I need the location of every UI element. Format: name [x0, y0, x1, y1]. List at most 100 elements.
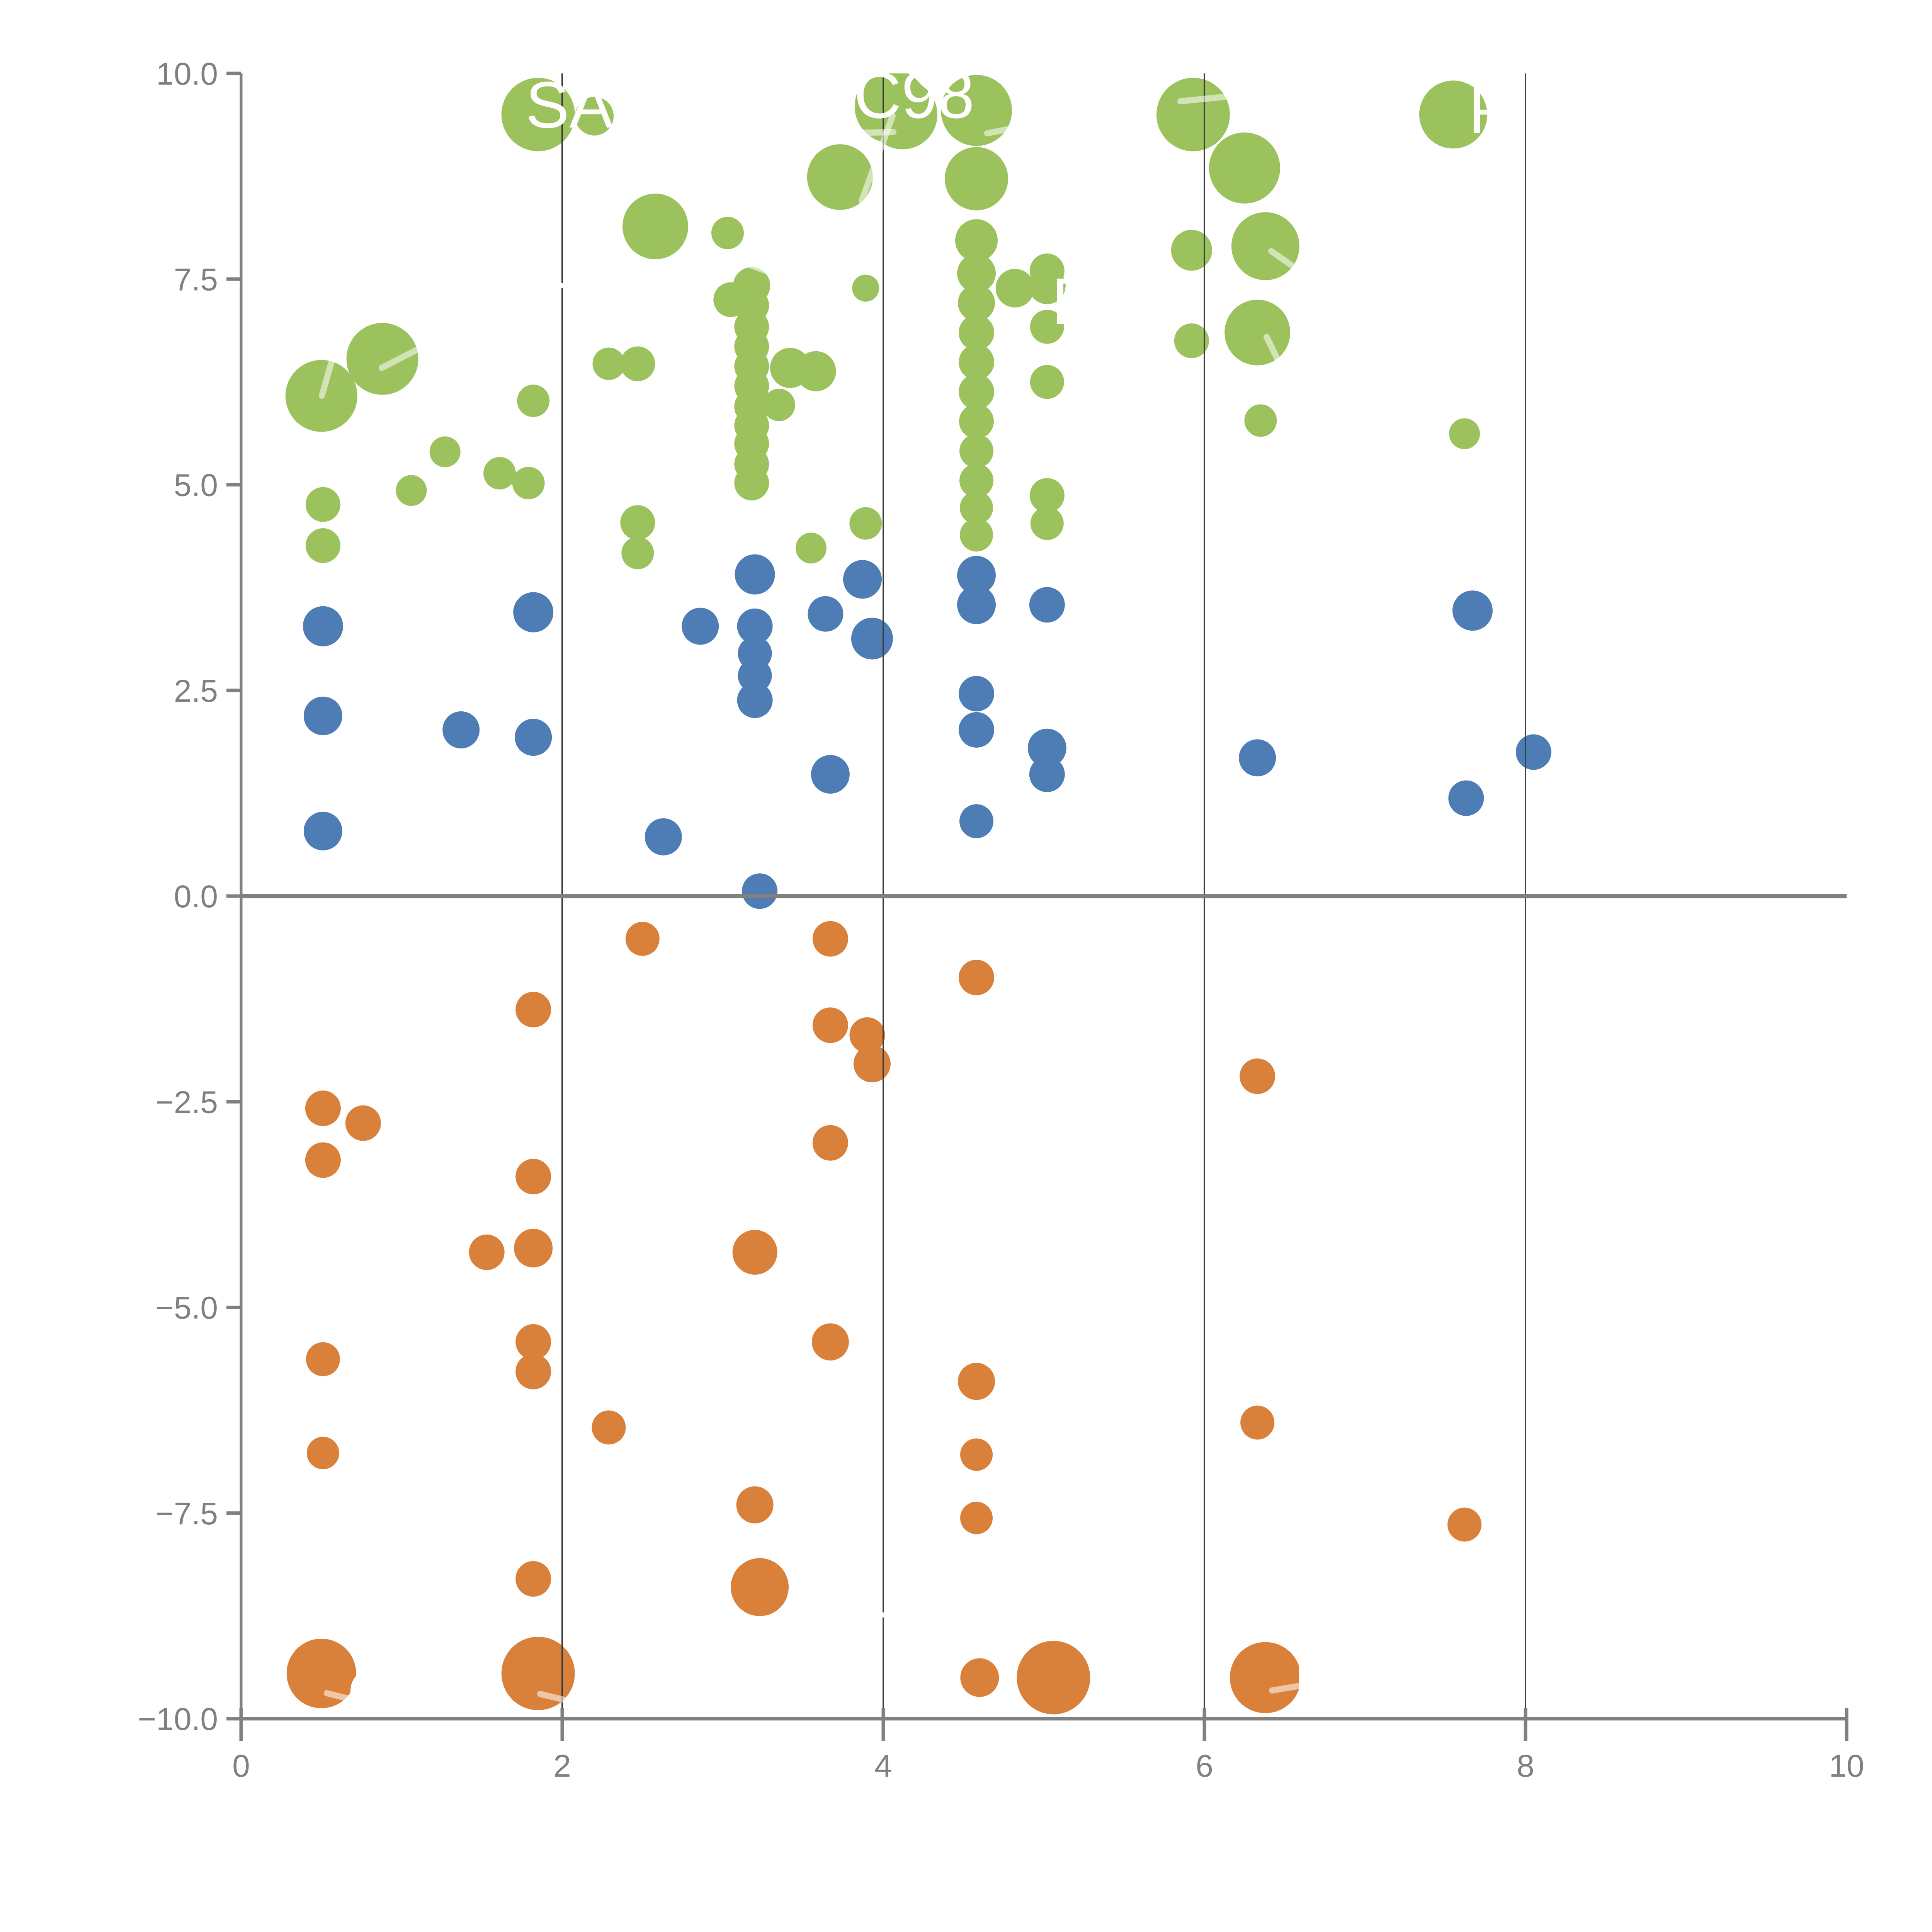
annotation-leader-line [379, 336, 440, 371]
bubble-orange [515, 992, 551, 1027]
tick-labels-layer: 0 2 4 6 8 10 10.0 7.5 5.0 2.5 0.0 −2.5 −5.0 −7.5 −10.0 [138, 56, 1864, 1784]
bubble-green [955, 219, 998, 262]
bubble-green [959, 404, 994, 439]
bubble-blue [303, 811, 342, 850]
bubble-green [592, 347, 625, 380]
bubble-green [621, 537, 654, 570]
annotation-leader-line [859, 113, 896, 204]
bubble-blue [645, 818, 682, 855]
bubble-green [849, 507, 882, 540]
bubble-green [305, 487, 340, 522]
bubble-orange [732, 1230, 777, 1275]
bubble-green [959, 315, 994, 350]
bubble-green [1028, 267, 1066, 304]
bubble-marks-layer [285, 73, 1551, 1714]
annotation-leader-line [1268, 248, 1302, 274]
annotation-label: R [1468, 74, 1516, 148]
bubble-green [959, 463, 993, 498]
bubble-green [346, 323, 418, 395]
x-tick-label: 4 [874, 1748, 892, 1784]
bubble-green [483, 457, 516, 490]
y-tick-label: −10.0 [138, 1702, 218, 1737]
bubble-green [575, 97, 614, 136]
bubble-green [429, 436, 461, 468]
bubble-green [1171, 230, 1212, 271]
bubble-blue [737, 608, 773, 644]
bubble-orange [305, 1090, 341, 1126]
bubble-green [960, 518, 993, 552]
bubble-green [807, 144, 873, 210]
x-tick-label: 2 [553, 1748, 571, 1784]
bubble-blue [959, 804, 993, 838]
annotations-layer: SA C98 R D H T C E [347, 68, 1516, 1730]
bubble-green [957, 254, 996, 293]
bubble-orange [1447, 1507, 1482, 1542]
bubble-blue [843, 560, 882, 599]
bubble-blue [513, 592, 554, 633]
bubble-green [620, 346, 655, 381]
annotation-label: SA [526, 68, 613, 142]
bubble-green [734, 466, 769, 501]
annotation-leader-line [1264, 334, 1287, 375]
bubble-blue [742, 873, 778, 909]
bubble-orange [959, 959, 994, 995]
x-tick-label: 8 [1517, 1748, 1534, 1784]
annotation-leader-line [537, 1691, 572, 1704]
annotation-label: H [539, 250, 587, 323]
bubble-green [1156, 78, 1230, 151]
bubble-blue [682, 607, 719, 645]
bubble-orange [1240, 1058, 1276, 1094]
annotation-label: E [1294, 1641, 1337, 1714]
leader-lines-layer [319, 93, 1304, 1704]
bubble-green [1244, 404, 1277, 437]
bubble-orange [286, 1638, 356, 1708]
annotation-leader-line [319, 345, 338, 399]
bubble-orange [306, 1342, 340, 1376]
bubble-green [941, 75, 1012, 146]
bubble-orange [1230, 1642, 1301, 1713]
bubble-green [959, 434, 993, 468]
bubble-orange [958, 1363, 995, 1400]
bubble-blue [957, 585, 996, 624]
bubble-blue [808, 596, 844, 632]
bubble-blue [303, 606, 343, 646]
bubble-orange [514, 1229, 553, 1268]
bubble-orange [592, 1410, 626, 1445]
bubble-green [796, 532, 827, 564]
annotation-leader-line [324, 1690, 358, 1703]
bubble-green [1419, 80, 1487, 149]
x-tick-label: 10 [1829, 1748, 1864, 1784]
bubble-orange [811, 1323, 849, 1361]
bubble-orange [812, 1007, 848, 1043]
bubble-orange [731, 1558, 789, 1616]
bubble-blue [1029, 756, 1065, 792]
axes-layer [226, 71, 1849, 1741]
bubble-green [945, 147, 1008, 211]
bubble-orange [853, 1045, 891, 1083]
bubble-green [1225, 299, 1291, 366]
bubble-green [1209, 132, 1280, 204]
bubble-green [396, 475, 427, 506]
bubble-green [1449, 418, 1480, 449]
annotation-leader-line [1269, 1682, 1304, 1694]
x-tick-label: 0 [232, 1748, 250, 1784]
annotation-leader-line [828, 129, 896, 136]
annotation-label: C [347, 1656, 395, 1730]
bubble-green [960, 491, 993, 525]
y-tick-label: 5.0 [174, 468, 218, 503]
bubble-orange [1240, 1405, 1275, 1440]
bubble-blue [303, 696, 342, 735]
annotation-leader-line [1177, 93, 1238, 104]
bubble-blue [515, 719, 552, 756]
bubble-blue [959, 712, 994, 748]
bubble-green [958, 284, 995, 321]
bubble-orange [960, 1438, 993, 1471]
bubble-blue [1452, 590, 1493, 631]
bubble-blue [1027, 728, 1066, 767]
bubble-orange [305, 1142, 341, 1178]
bubble-blue [959, 676, 994, 712]
bubble-green [501, 78, 575, 151]
bubble-green [1029, 478, 1065, 513]
bubble-green [1030, 507, 1064, 540]
